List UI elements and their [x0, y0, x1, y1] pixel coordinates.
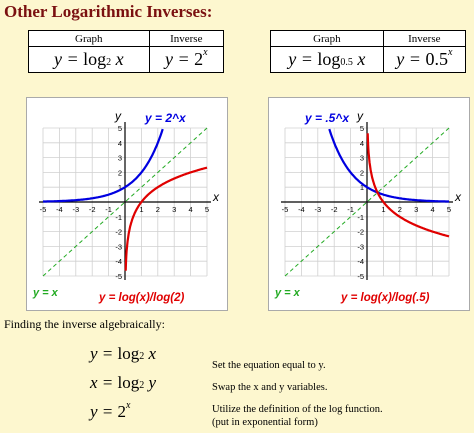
x-tick-label: -2: [89, 205, 96, 214]
chart-panel-base05: x y -5 -4 -3 -2 -1 1 2 3 4 5 5 4 3 2 1 -1 -2 -3 -4 -5 y = .5^x…: [268, 97, 470, 311]
algebra-step-2: x = log2 y: [90, 373, 157, 392]
log-curve-label: y = log(x)/log(2): [98, 292, 184, 304]
chart-base05: x y -5 -4 -3 -2 -1 1 2 3 4 5 5 4 3 2 1 -1 -2 -3 -4 -5 y = .5^x…: [274, 109, 462, 304]
y-tick-label: 4: [360, 139, 364, 148]
identity-line: [42, 127, 208, 277]
x-tick-label: -4: [56, 205, 63, 214]
x-tick-label: 3: [172, 205, 176, 214]
logarithm-curve: [366, 133, 450, 238]
y-tick-label: 4: [118, 139, 122, 148]
x-tick-label: 5: [205, 205, 209, 214]
logarithm-curve: [124, 166, 208, 271]
chart-base2: x y -5 -4 -3 -2 -1 1 2 3 4 5 5 4 3 2 1 -1 -2 -3 -4 -5 y = 2^x y…: [32, 109, 220, 304]
exponential-curve: [328, 128, 449, 203]
x-axis-label: x: [454, 190, 462, 204]
y-tick-label: 2: [118, 168, 122, 177]
algebra-note-1: Set the equation equal to y.: [212, 360, 326, 371]
inverse-header: Inverse: [148, 30, 225, 47]
y-tick-label: 3: [118, 154, 122, 163]
graph-equation: y = log0.5 x: [270, 46, 384, 73]
exp-curve-label: y = .5^x: [304, 111, 350, 125]
inverse-equation: y = 0.5x: [382, 46, 467, 73]
x-tick-label: 2: [156, 205, 160, 214]
y-tick-label: -4: [357, 257, 364, 266]
log-curve-label: y = log(x)/log(.5): [340, 292, 430, 304]
x-tick-label: 1: [381, 205, 385, 214]
algebra-title: Finding the inverse algebraically:: [4, 317, 165, 331]
x-tick-label: -5: [40, 205, 47, 214]
algebra-note-3b: (put in exponential form): [212, 417, 318, 428]
x-axis-label: x: [212, 190, 220, 204]
x-tick-label: -5: [282, 205, 289, 214]
y-tick-label: 3: [360, 154, 364, 163]
y-tick-label: 1: [360, 183, 364, 192]
algebra-step-1: y = log2 x: [90, 344, 157, 363]
x-tick-label: -3: [72, 205, 79, 214]
y-tick-label: 1: [118, 183, 122, 192]
exp-curve-label: y = 2^x: [144, 111, 187, 125]
x-tick-label: -1: [347, 205, 354, 214]
y-tick-label: -1: [357, 213, 364, 222]
y-tick-label: 5: [118, 124, 122, 133]
graph-equation: y = log2 x: [28, 46, 150, 73]
identity-line: [284, 127, 450, 277]
y-tick-label: -5: [357, 272, 364, 281]
y-tick-label: 5: [360, 124, 364, 133]
page-title: Other Logarithmic Inverses:: [4, 2, 213, 21]
chart-panel-base2: x y -5 -4 -3 -2 -1 1 2 3 4 5 5 4 3 2 1 -1 -2 -3 -4 -5 y = 2^x y…: [26, 97, 228, 311]
identity-line-label: y = x: [32, 287, 59, 299]
x-tick-label: 3: [414, 205, 418, 214]
y-tick-label: -2: [115, 228, 122, 237]
y-tick-label: 2: [360, 168, 364, 177]
inverse-header: Inverse: [382, 30, 467, 47]
x-tick-label: 4: [431, 205, 435, 214]
exponential-curve: [43, 128, 164, 203]
identity-line-label: y = x: [274, 287, 301, 299]
y-axis-label: y: [356, 109, 364, 123]
inverse-table-base2: Graph Inverse y = log2 x y = 2x: [28, 30, 225, 73]
y-tick-label: -3: [357, 242, 364, 251]
y-tick-label: -1: [115, 213, 122, 222]
algebra-note-3: Utilize the definition of the log functi…: [212, 404, 383, 415]
y-tick-label: -5: [115, 272, 122, 281]
x-tick-label: 4: [189, 205, 193, 214]
y-tick-label: -3: [115, 242, 122, 251]
x-tick-label: 1: [139, 205, 143, 214]
x-tick-label: -1: [105, 205, 112, 214]
x-tick-label: -4: [298, 205, 305, 214]
x-tick-label: -3: [314, 205, 321, 214]
x-tick-label: 5: [447, 205, 451, 214]
algebra-note-2: Swap the x and y variables.: [212, 382, 328, 393]
graph-header: Graph: [28, 30, 150, 47]
x-tick-label: 2: [398, 205, 402, 214]
x-tick-label: -2: [331, 205, 338, 214]
graph-header: Graph: [270, 30, 384, 47]
y-tick-label: -2: [357, 228, 364, 237]
inverse-equation: y = 2x: [148, 46, 225, 73]
algebra-step-3: y = 2x: [90, 400, 131, 421]
y-tick-label: -4: [115, 257, 122, 266]
inverse-table-base05: Graph Inverse y = log0.5 x y = 0.5x: [270, 30, 467, 73]
y-axis-label: y: [114, 109, 122, 123]
